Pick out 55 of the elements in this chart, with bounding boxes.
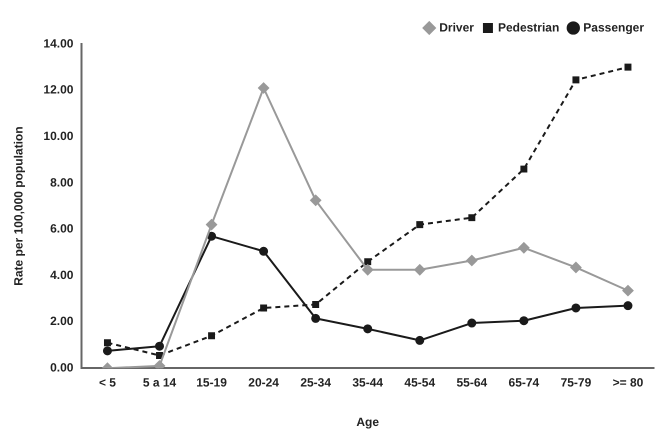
point bbox=[572, 76, 580, 84]
x-tick-label: 45-54 bbox=[404, 376, 436, 390]
point bbox=[258, 82, 270, 94]
point bbox=[415, 336, 424, 345]
point bbox=[364, 258, 372, 266]
y-tick-label: 10.00 bbox=[43, 128, 74, 143]
point bbox=[416, 221, 424, 228]
point bbox=[520, 166, 528, 173]
point bbox=[259, 246, 268, 256]
x-tick-label: >= 80 bbox=[612, 376, 644, 390]
point bbox=[207, 232, 216, 241]
x-tick-label: 35-44 bbox=[352, 376, 384, 390]
point bbox=[466, 255, 478, 266]
legend-label: Passenger bbox=[583, 20, 644, 34]
point bbox=[622, 285, 634, 296]
point bbox=[624, 64, 632, 71]
legend-label: Pedestrian bbox=[498, 20, 560, 34]
point bbox=[468, 214, 476, 222]
y-tick-label: 4.00 bbox=[50, 268, 74, 282]
y-tick-label: 2.00 bbox=[50, 314, 74, 328]
y-tick-label: 0.00 bbox=[50, 360, 74, 375]
x-tick-label: 75-79 bbox=[560, 376, 592, 390]
point bbox=[362, 264, 374, 276]
point bbox=[156, 352, 163, 359]
point bbox=[570, 262, 582, 273]
x-tick-label: < 5 bbox=[98, 376, 116, 390]
point bbox=[260, 304, 268, 312]
point bbox=[312, 301, 320, 308]
point bbox=[155, 342, 164, 351]
point bbox=[518, 242, 530, 254]
point bbox=[310, 194, 322, 206]
x-tick-label: 55-64 bbox=[456, 376, 488, 390]
point bbox=[104, 339, 111, 346]
point bbox=[102, 346, 112, 356]
legend-label: Driver bbox=[439, 20, 474, 34]
y-tick-label: 8.00 bbox=[50, 175, 74, 190]
y-axis-title: Rate per 100,000 population bbox=[12, 126, 26, 286]
point bbox=[206, 219, 218, 230]
y-tick-label: 12.00 bbox=[43, 82, 74, 97]
y-tick-label: 6.00 bbox=[50, 222, 74, 236]
x-tick-label: 5 a 14 bbox=[142, 376, 177, 390]
point bbox=[571, 303, 580, 312]
y-tick-label: 14.00 bbox=[43, 36, 74, 50]
x-tick-label: 15-19 bbox=[196, 376, 228, 390]
x-tick-label: 65-74 bbox=[508, 376, 540, 390]
point bbox=[519, 316, 528, 326]
point bbox=[623, 301, 632, 310]
point bbox=[414, 264, 426, 276]
x-tick-label: 25-34 bbox=[300, 376, 332, 390]
point bbox=[467, 318, 476, 328]
point bbox=[363, 324, 372, 334]
point bbox=[208, 332, 216, 340]
x-tick-label: 20-24 bbox=[248, 376, 280, 390]
x-axis-title: Age bbox=[356, 415, 380, 430]
point bbox=[311, 314, 320, 323]
